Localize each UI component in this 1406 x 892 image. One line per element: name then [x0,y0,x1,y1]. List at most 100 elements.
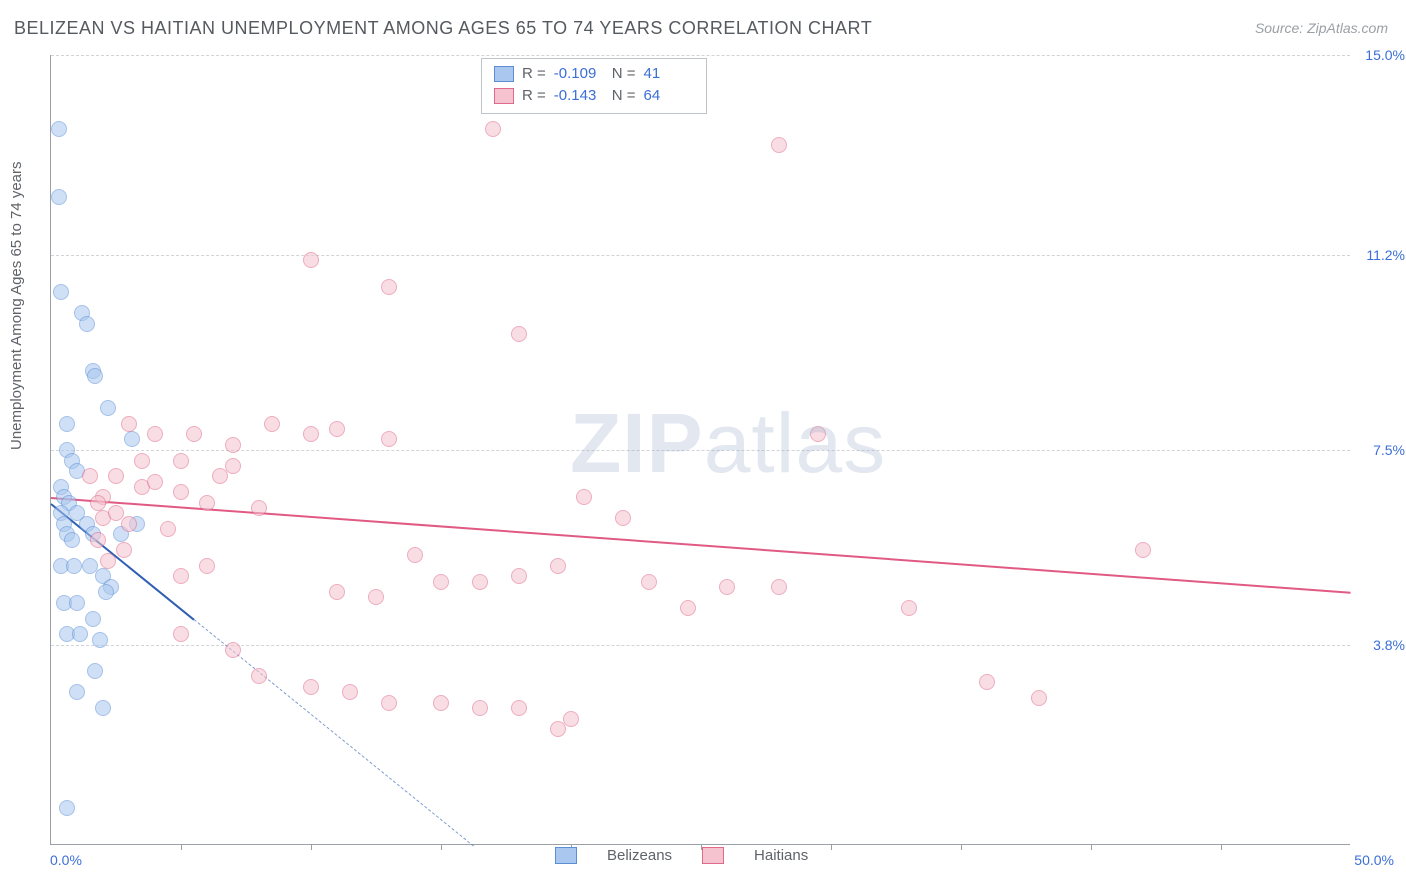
data-point [407,547,423,563]
data-point [199,495,215,511]
data-point [303,252,319,268]
x-tick [831,844,832,850]
data-point [472,700,488,716]
data-point [116,542,132,558]
y-tick-label: 7.5% [1373,442,1405,458]
data-point [108,468,124,484]
x-tick [1091,844,1092,850]
data-point [472,574,488,590]
data-point [108,505,124,521]
data-point [124,431,140,447]
data-point [381,431,397,447]
data-point [368,589,384,605]
data-point [186,426,202,442]
gridline [51,450,1350,451]
data-point [264,416,280,432]
data-point [173,626,189,642]
swatch-belizeans-icon [494,66,514,82]
legend-swatch-belizeans-icon [555,847,577,864]
data-point [719,579,735,595]
stats-legend-box: R = -0.109 N = 41 R = -0.143 N = 64 [481,58,707,114]
r-value-haitians: -0.143 [554,85,604,107]
data-point [72,626,88,642]
data-point [147,426,163,442]
data-point [225,642,241,658]
data-point [511,700,527,716]
data-point [303,426,319,442]
data-point [98,584,114,600]
scatter-plot-area: R = -0.109 N = 41 R = -0.143 N = 64 3.8%… [50,55,1350,845]
y-tick-label: 3.8% [1373,637,1405,653]
data-point [69,595,85,611]
x-tick [181,844,182,850]
data-point [64,532,80,548]
data-point [59,800,75,816]
data-point [173,484,189,500]
stats-row-haitians: R = -0.143 N = 64 [494,85,694,107]
data-point [212,468,228,484]
chart-title: BELIZEAN VS HAITIAN UNEMPLOYMENT AMONG A… [14,18,872,39]
data-point [563,711,579,727]
data-point [485,121,501,137]
y-tick-label: 15.0% [1365,47,1405,63]
n-label: N = [612,85,636,107]
x-axis-min-label: 0.0% [50,852,82,868]
data-point [87,663,103,679]
data-point [100,553,116,569]
x-tick [961,844,962,850]
data-point [82,468,98,484]
data-point [147,474,163,490]
swatch-haitians-icon [494,88,514,104]
data-point [901,600,917,616]
data-point [53,284,69,300]
data-point [225,458,241,474]
r-label: R = [522,85,546,107]
data-point [121,516,137,532]
data-point [771,579,787,595]
data-point [90,495,106,511]
data-point [433,695,449,711]
regression-line [51,497,1351,594]
data-point [87,368,103,384]
r-label: R = [522,63,546,85]
source-label: Source: ZipAtlas.com [1255,20,1388,36]
data-point [511,326,527,342]
data-point [51,189,67,205]
data-point [1031,690,1047,706]
data-point [251,500,267,516]
data-point [680,600,696,616]
n-label: N = [612,63,636,85]
data-point [1135,542,1151,558]
data-point [90,532,106,548]
data-point [550,558,566,574]
data-point [225,437,241,453]
data-point [59,416,75,432]
data-point [381,695,397,711]
gridline [51,255,1350,256]
n-value-haitians: 64 [644,85,694,107]
n-value-belizeans: 41 [644,63,694,85]
data-point [979,674,995,690]
y-tick-label: 11.2% [1366,247,1405,263]
y-axis-label: Unemployment Among Ages 65 to 74 years [8,161,25,450]
data-point [329,421,345,437]
x-tick [1221,844,1222,850]
r-value-belizeans: -0.109 [554,63,604,85]
data-point [433,574,449,590]
data-point [810,426,826,442]
data-point [251,668,267,684]
data-point [576,489,592,505]
data-point [173,453,189,469]
data-point [121,416,137,432]
data-point [511,568,527,584]
data-point [381,279,397,295]
data-point [303,679,319,695]
data-point [79,316,95,332]
data-point [329,584,345,600]
data-point [160,521,176,537]
data-point [342,684,358,700]
x-tick [441,844,442,850]
data-point [85,611,101,627]
data-point [550,721,566,737]
gridline [51,55,1350,56]
